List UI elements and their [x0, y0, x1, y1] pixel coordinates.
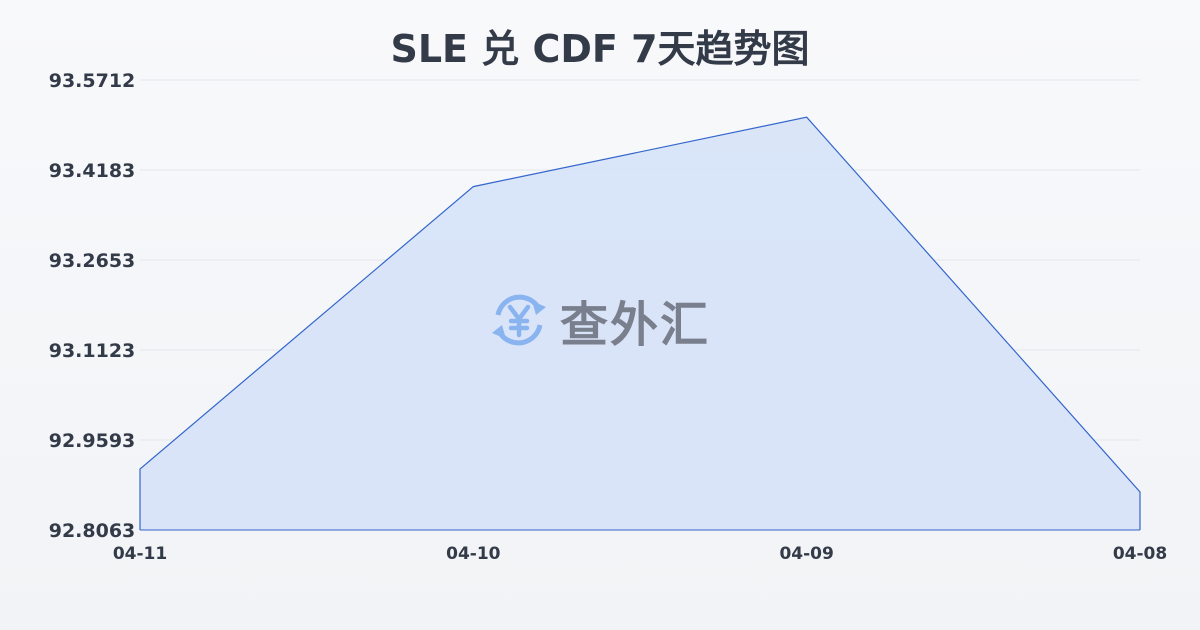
area-fill [140, 117, 1140, 530]
yen-exchange-icon [492, 294, 546, 346]
y-tick-label: 92.9593 [49, 430, 136, 452]
x-tick-label: 04-09 [779, 544, 833, 564]
x-tick-label: 04-08 [1113, 544, 1167, 564]
chart-title: SLE 兑 CDF 7天趋势图 [390, 27, 810, 71]
y-tick-label: 92.8063 [49, 520, 136, 542]
watermark-text: 查外汇 [560, 297, 711, 353]
y-tick-label: 93.1123 [49, 340, 136, 362]
series-line [139, 116, 1141, 530]
y-tick-label: 93.2653 [49, 250, 136, 272]
y-tick-label: 93.5712 [49, 70, 136, 92]
x-tick-label: 04-11 [113, 544, 167, 564]
watermark: 查外汇 [488, 285, 710, 355]
x-tick-label: 04-10 [446, 544, 501, 564]
y-tick-label: 93.4183 [49, 160, 136, 182]
